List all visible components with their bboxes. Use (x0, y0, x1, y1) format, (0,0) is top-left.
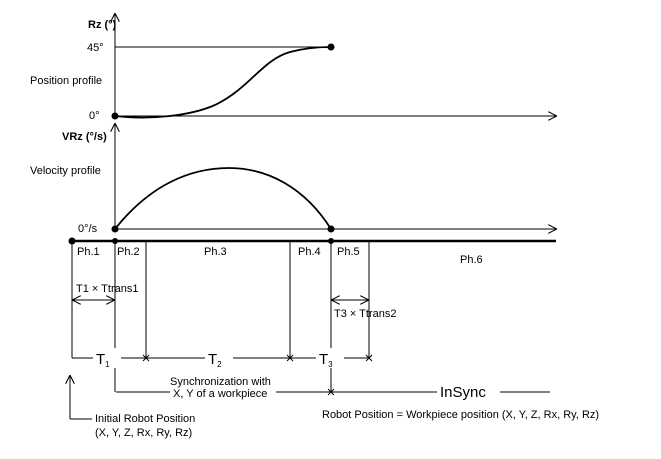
phase-5-label: Ph.5 (337, 246, 360, 258)
phase-3-label: Ph.3 (204, 246, 227, 258)
transition-2-label: T3 × Ttrans2 (334, 308, 396, 320)
rz-tick-0: 0° (89, 110, 100, 122)
vrz-axis-label: VRz (°/s) (62, 131, 107, 143)
sync-label-line-2: X, Y of a workpiece (173, 388, 267, 400)
robot-position-label: Robot Position = Workpiece position (X, … (322, 409, 599, 421)
position-start-dot (111, 112, 119, 120)
rz-tick-45: 45° (87, 42, 104, 54)
interval-t1-label: T1 (96, 351, 110, 369)
phase-6-label: Ph.6 (460, 254, 483, 266)
initial-position-line-2: (X, Y, Z, Rx, Ry, Rz) (95, 427, 192, 439)
interval-t3-label: T3 (319, 351, 333, 369)
vrz-tick-0: 0°/s (78, 223, 98, 235)
interval-t2-label: T2 (208, 351, 222, 369)
phase-4-label: Ph.4 (298, 246, 321, 258)
position-end-dot (327, 43, 335, 51)
position-curve (114, 46, 332, 119)
phase-1-label: Ph.1 (77, 246, 100, 258)
velocity-end-dot (327, 225, 335, 233)
sync-label-line-1: Synchronization with (170, 376, 271, 388)
transition-1-label: T1 × Ttrans1 (76, 283, 138, 295)
position-profile-label: Position profile (30, 75, 102, 87)
velocity-curve (114, 167, 332, 230)
velocity-start-dot (111, 225, 119, 233)
sync-ticks (327, 388, 335, 396)
phase-2-label: Ph.2 (117, 246, 140, 258)
insync-label: InSync (440, 384, 486, 401)
interval-ticks (142, 354, 373, 362)
rz-axis-label: Rz (°) (88, 19, 117, 31)
velocity-profile-label: Velocity profile (30, 165, 101, 177)
initial-position-line-1: Initial Robot Position (95, 413, 195, 425)
